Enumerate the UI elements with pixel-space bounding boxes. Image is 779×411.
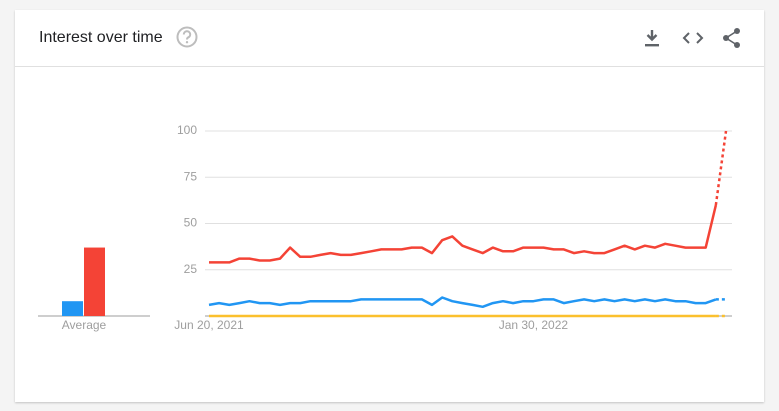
average-bar: [62, 301, 83, 316]
share-icon[interactable]: [721, 27, 743, 49]
partial-trend-line: [714, 130, 728, 206]
trend-line: [209, 204, 718, 264]
trend-line: [208, 296, 717, 309]
x-tick-label: Jan 30, 2022: [499, 318, 569, 332]
average-bar: [84, 247, 105, 316]
x-tick-label: Jun 20, 2021: [174, 318, 244, 332]
card: Interest over time: [15, 10, 764, 402]
card-header: Interest over time: [15, 10, 764, 67]
help-icon[interactable]: [175, 25, 199, 49]
y-tick-label: 50: [184, 216, 198, 230]
embed-icon[interactable]: [681, 28, 705, 48]
card-title: Interest over time: [39, 29, 163, 46]
y-tick-label: 100: [177, 123, 197, 137]
y-tick-label: 75: [184, 169, 198, 183]
y-tick-label: 25: [184, 262, 198, 276]
x-tick-label: Average: [62, 318, 107, 332]
download-icon[interactable]: [642, 28, 662, 48]
